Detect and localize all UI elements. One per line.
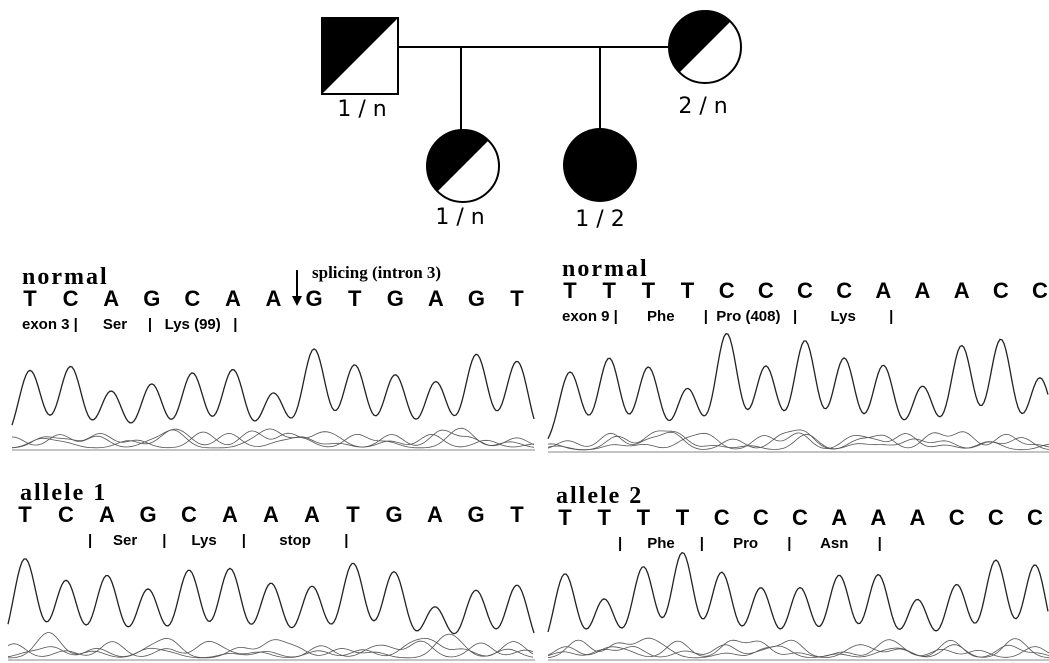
base: C bbox=[58, 502, 74, 527]
base: C bbox=[753, 505, 769, 530]
base: C bbox=[63, 286, 79, 311]
base: T bbox=[348, 286, 362, 311]
member-label: 2 / n bbox=[678, 94, 727, 119]
base: C bbox=[792, 505, 808, 530]
pedigree-lines bbox=[398, 47, 669, 130]
base: C bbox=[1027, 505, 1043, 530]
base: T bbox=[637, 505, 651, 530]
base: A bbox=[103, 286, 119, 311]
base: T bbox=[23, 286, 37, 311]
base: C bbox=[797, 278, 813, 303]
base: G bbox=[143, 286, 160, 311]
base: T bbox=[642, 278, 656, 303]
base: C bbox=[949, 505, 965, 530]
base: A bbox=[225, 286, 241, 311]
base: A bbox=[915, 278, 931, 303]
base: T bbox=[510, 286, 524, 311]
background-trace bbox=[12, 431, 534, 448]
base: T bbox=[346, 502, 360, 527]
base: T bbox=[597, 505, 611, 530]
codon-annotation: exon 3 | Ser | Lys (99) | bbox=[22, 316, 237, 333]
base: C bbox=[993, 278, 1009, 303]
child-1 bbox=[427, 130, 499, 202]
base: G bbox=[467, 502, 484, 527]
base: G bbox=[387, 286, 404, 311]
base: T bbox=[558, 505, 572, 530]
base: T bbox=[676, 505, 690, 530]
splice-note: splicing (intron 3) bbox=[312, 263, 441, 282]
father bbox=[322, 18, 398, 94]
base: A bbox=[875, 278, 891, 303]
base: A bbox=[222, 502, 238, 527]
codon-annotation: | Phe | Pro | Asn | bbox=[618, 535, 882, 552]
base: C bbox=[758, 278, 774, 303]
codon-annotation: exon 9 | Phe | Pro (408) | Lys | bbox=[562, 308, 893, 325]
member-label: 1 / n bbox=[435, 205, 484, 230]
base: C bbox=[719, 278, 735, 303]
base: G bbox=[306, 286, 323, 311]
base: C bbox=[988, 505, 1004, 530]
codon-annotation: | Ser | Lys | stop | bbox=[88, 532, 348, 549]
base: C bbox=[184, 286, 200, 311]
mother bbox=[669, 11, 741, 83]
trace bbox=[548, 553, 1048, 632]
base: A bbox=[870, 505, 886, 530]
base: A bbox=[831, 505, 847, 530]
base: T bbox=[510, 502, 524, 527]
member-label: 1 / n bbox=[337, 97, 386, 122]
trace bbox=[548, 334, 1048, 439]
base: A bbox=[99, 502, 115, 527]
base: A bbox=[427, 502, 443, 527]
base: A bbox=[263, 502, 279, 527]
child-2 bbox=[563, 128, 637, 202]
base: T bbox=[563, 278, 577, 303]
base: A bbox=[266, 286, 282, 311]
splice-arrow bbox=[292, 270, 302, 306]
base: G bbox=[385, 502, 402, 527]
base: A bbox=[910, 505, 926, 530]
member-label: 1 / 2 bbox=[575, 207, 624, 232]
base: A bbox=[304, 502, 320, 527]
base: C bbox=[181, 502, 197, 527]
base: C bbox=[836, 278, 852, 303]
base: G bbox=[139, 502, 156, 527]
trace bbox=[12, 349, 534, 425]
trace bbox=[8, 559, 534, 634]
base: G bbox=[468, 286, 485, 311]
base: C bbox=[714, 505, 730, 530]
background-trace bbox=[12, 428, 534, 448]
base: A bbox=[954, 278, 970, 303]
base: T bbox=[602, 278, 616, 303]
base: C bbox=[1032, 278, 1048, 303]
base: A bbox=[428, 286, 444, 311]
figure: 1 / n 2 / n 1 / n 1 / 2 splicing (intron… bbox=[0, 0, 1049, 663]
base: T bbox=[681, 278, 695, 303]
background-trace bbox=[12, 429, 534, 448]
base: T bbox=[18, 502, 32, 527]
